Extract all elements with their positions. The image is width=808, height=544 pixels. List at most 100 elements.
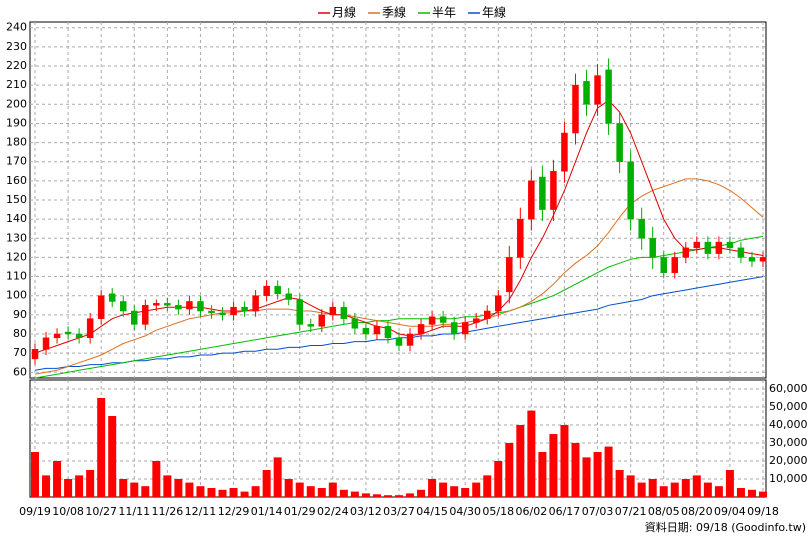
- candle-body: [737, 247, 745, 258]
- volume-bar: [527, 410, 536, 497]
- y-tick-label: 110: [6, 270, 27, 283]
- candle-body: [715, 241, 723, 254]
- candle-body: [517, 218, 524, 258]
- candle-body: [660, 257, 667, 273]
- y-tick-label: 180: [6, 136, 27, 149]
- ma-line: [34, 178, 764, 375]
- y-tick-label: 210: [6, 78, 27, 91]
- volume-bar: [593, 452, 602, 497]
- volume-bar: [714, 486, 723, 497]
- x-tick-label: 08/05: [648, 505, 680, 518]
- candle-body: [561, 132, 568, 172]
- volume-bar: [670, 482, 679, 497]
- candle-body: [53, 333, 61, 339]
- candle-body: [506, 257, 513, 293]
- candle-body: [318, 314, 326, 327]
- candle-body: [208, 310, 215, 314]
- y-tick-label: 80: [13, 327, 27, 340]
- volume-bar: [725, 470, 734, 497]
- candle-body: [131, 310, 138, 325]
- volume-bar: [560, 425, 569, 497]
- volume-bar: [516, 425, 525, 497]
- ma-line: [34, 235, 764, 379]
- volume-bar: [97, 398, 106, 497]
- candle-body: [428, 316, 436, 325]
- volume-bar: [86, 470, 95, 497]
- y-tick-label: 170: [6, 155, 27, 168]
- y-tick-label: 230: [6, 40, 27, 53]
- candle-body: [252, 295, 259, 312]
- candle-body: [42, 337, 50, 350]
- volume-bar: [582, 457, 591, 497]
- volume-bar: [350, 491, 359, 497]
- candle-body: [594, 75, 601, 105]
- volume-bar: [119, 479, 128, 497]
- volume-bar: [262, 470, 271, 497]
- volume-bar: [130, 482, 139, 497]
- candle-body: [450, 322, 458, 335]
- candle-body: [395, 337, 403, 346]
- x-tick-label: 09/04: [714, 505, 746, 518]
- volume-bar: [31, 452, 39, 497]
- candle-body: [495, 295, 502, 312]
- volume-bar: [659, 486, 668, 497]
- y-tick-label: 240: [6, 21, 27, 34]
- candle-body: [726, 241, 734, 249]
- x-tick-label: 10/08: [52, 505, 84, 518]
- candle-body: [197, 301, 204, 312]
- volume-bar: [571, 443, 580, 497]
- candle-body: [461, 322, 469, 335]
- volume-bar: [615, 470, 624, 497]
- candle-body: [241, 306, 248, 312]
- y-tick-label: 100: [6, 289, 27, 302]
- volume-bar: [75, 475, 84, 497]
- x-tick-label: 03/12: [350, 505, 382, 518]
- candle-body: [31, 349, 39, 360]
- candle-body: [682, 247, 690, 258]
- volume-bar: [395, 495, 403, 497]
- volume-bar: [163, 475, 172, 497]
- candle-body: [64, 331, 72, 335]
- volume-bar: [681, 479, 690, 497]
- volume-bar: [64, 479, 73, 497]
- volume-bar: [328, 482, 337, 497]
- y2-tick-label: 10,000: [769, 472, 808, 485]
- candle-body: [351, 318, 359, 329]
- candle-body: [439, 316, 447, 323]
- volume-bar: [604, 446, 613, 497]
- y2-tick-label: 60,000: [769, 382, 808, 395]
- x-tick-label: 10/27: [85, 505, 117, 518]
- candle-body: [384, 326, 392, 339]
- candle-body: [583, 81, 590, 105]
- x-tick-label: 12/11: [185, 505, 217, 518]
- x-tick-label: 05/18: [482, 505, 514, 518]
- volume-bar: [229, 488, 238, 497]
- candle-body: [108, 293, 116, 302]
- volume-bar: [185, 482, 194, 497]
- volume-bar: [428, 479, 437, 497]
- candle-body: [274, 285, 281, 295]
- candle-body: [627, 161, 634, 220]
- volume-bar: [450, 486, 459, 497]
- volume-bar: [317, 488, 326, 497]
- y-tick-label: 190: [6, 116, 27, 129]
- volume-bar: [207, 488, 216, 497]
- candle-body: [153, 303, 160, 306]
- candle-body: [296, 299, 303, 325]
- y-tick-label: 220: [6, 59, 27, 72]
- legend-label: 季線: [382, 5, 406, 20]
- legend-label: 年線: [482, 5, 506, 20]
- x-tick-label: 06/17: [549, 505, 581, 518]
- y-tick-label: 120: [6, 250, 27, 263]
- candle-body: [605, 69, 612, 124]
- candle-body: [230, 306, 237, 316]
- volume-bar: [141, 486, 150, 497]
- volume-bar: [626, 475, 635, 497]
- volume-bar: [383, 495, 392, 497]
- candle-body: [759, 257, 767, 262]
- x-tick-label: 09/19: [19, 505, 51, 518]
- volume-bar: [240, 491, 249, 497]
- x-tick-label: 11/26: [152, 505, 184, 518]
- y-tick-label: 160: [6, 174, 27, 187]
- volume-bar: [406, 493, 415, 497]
